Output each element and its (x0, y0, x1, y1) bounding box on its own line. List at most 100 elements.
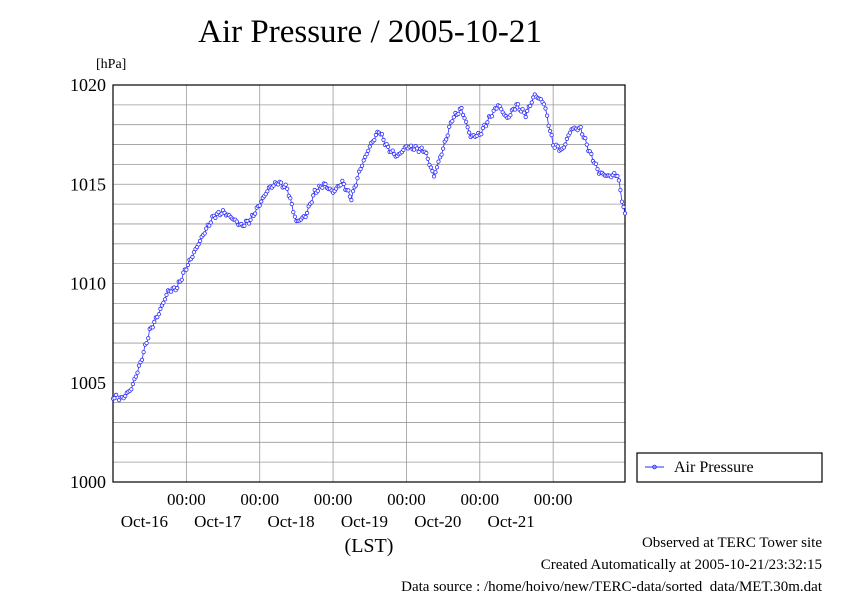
data-point (129, 387, 134, 392)
data-point (150, 325, 155, 330)
data-point (512, 107, 518, 112)
data-point (515, 102, 521, 107)
data-point (544, 113, 550, 118)
data-point (431, 174, 437, 179)
x-tick-date-label: Oct-17 (194, 512, 242, 531)
data-point (315, 188, 320, 193)
data-point (289, 201, 294, 207)
x-axis-label: (LST) (345, 535, 394, 557)
data-point (366, 148, 371, 153)
footer-observed: Observed at TERC Tower site (641, 535, 822, 551)
data-point (292, 214, 297, 219)
y-tick-label: 1020 (70, 75, 106, 95)
data-point (489, 114, 495, 119)
data-point (204, 226, 209, 231)
data-point (459, 105, 464, 111)
data-point (528, 103, 533, 109)
y-tick-label: 1015 (70, 174, 106, 194)
data-point (367, 144, 372, 149)
data-point (433, 170, 438, 175)
data-point (355, 176, 360, 181)
data-point (483, 124, 488, 129)
data-point (340, 178, 345, 183)
data-point (525, 108, 530, 114)
x-tick-date-label: Oct-19 (341, 512, 388, 531)
x-tick-date-label: Oct-18 (267, 512, 314, 531)
data-point (621, 204, 626, 209)
y-tick-label: 1005 (70, 373, 106, 393)
data-point (311, 193, 316, 198)
data-point (463, 119, 469, 124)
data-point (546, 123, 551, 128)
data-point (447, 124, 452, 129)
data-point (136, 363, 142, 368)
data-point (622, 211, 628, 216)
x-tick-time-label: 00:00 (534, 490, 573, 509)
data-point (175, 285, 180, 291)
data-point (152, 319, 157, 324)
data-point (190, 254, 195, 260)
data-point (208, 220, 213, 225)
data-point (278, 180, 284, 185)
x-tick-time-label: 00:00 (167, 490, 206, 509)
data-point (589, 151, 594, 157)
data-point (523, 114, 528, 120)
data-point (350, 189, 356, 194)
data-point (364, 152, 369, 157)
data-point (248, 217, 253, 222)
data-point (361, 158, 366, 163)
data-point (578, 125, 583, 130)
data-point (353, 183, 359, 188)
data-point (543, 106, 548, 111)
data-point (271, 183, 276, 188)
data-point (564, 136, 570, 141)
data-point (381, 137, 386, 142)
data-point (521, 110, 527, 115)
data-point (466, 130, 472, 135)
data-point (580, 132, 585, 137)
data-point (123, 393, 128, 399)
x-tick-time-label: 00:00 (460, 490, 499, 509)
data-point (349, 198, 354, 203)
data-point (425, 156, 430, 161)
legend-marker-swatch (652, 464, 657, 470)
data-point (462, 116, 467, 121)
data-point (358, 167, 363, 172)
data-point (162, 297, 168, 302)
data-point (595, 167, 600, 172)
legend-label: Air Pressure (674, 459, 754, 476)
data-point (133, 374, 138, 379)
data-point (341, 181, 346, 187)
series-air-pressure (110, 92, 628, 403)
data-point (146, 336, 151, 341)
data-point (618, 188, 623, 193)
data-point (445, 133, 450, 138)
data-point (346, 188, 351, 193)
data-point (372, 138, 377, 143)
data-point (283, 182, 288, 187)
y-axis-label: [hPa] (96, 57, 126, 72)
data-point (584, 142, 589, 147)
y-tick-labels: 1000 1005 1010 1015 1020 (70, 75, 106, 492)
data-point (547, 128, 553, 134)
footer-created: Created Automatically at 2005-10-21/23:3… (540, 557, 822, 573)
data-point (563, 142, 568, 147)
data-point (583, 136, 588, 141)
data-point (408, 143, 414, 148)
data-point (303, 214, 308, 220)
data-point (198, 238, 203, 243)
data-point (179, 277, 184, 282)
x-tick-date-label: Oct-21 (488, 512, 535, 531)
data-point (253, 211, 258, 216)
data-point (520, 107, 525, 112)
data-point (508, 113, 513, 118)
data-point (567, 130, 573, 135)
data-point (450, 119, 455, 124)
data-point (456, 111, 461, 117)
data-point (434, 165, 440, 170)
data-point (169, 289, 174, 294)
y-tick-label: 1000 (70, 472, 106, 492)
data-point (480, 126, 485, 131)
data-point (465, 125, 470, 130)
